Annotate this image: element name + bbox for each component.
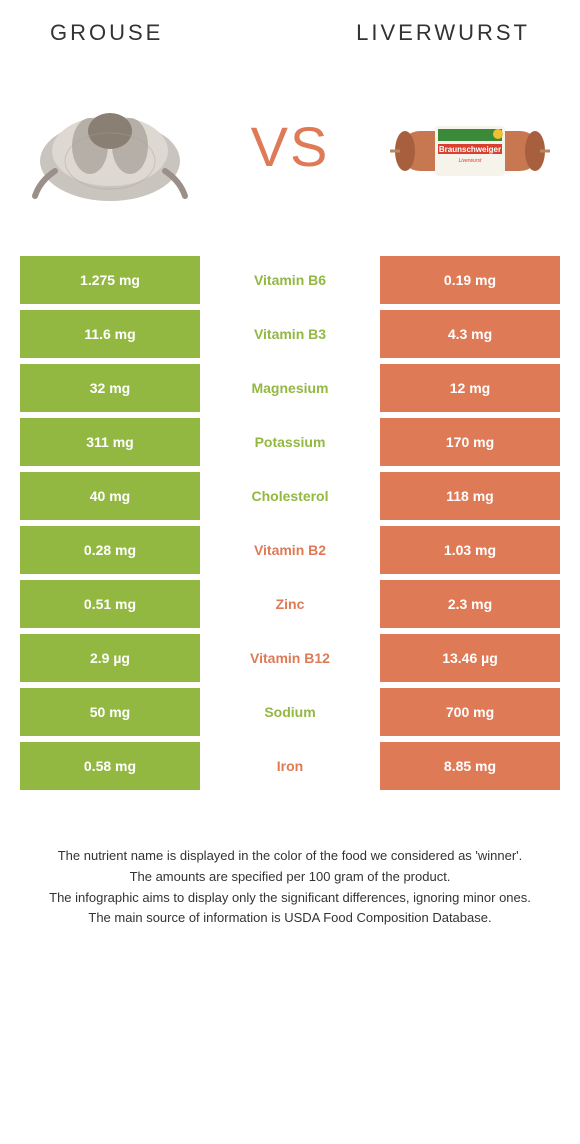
liverwurst-image: Braunschweiger Liverwurst bbox=[380, 76, 560, 216]
value-left: 40 mg bbox=[20, 472, 200, 520]
food-title-left: GROUSE bbox=[50, 20, 163, 46]
nutrient-name: Potassium bbox=[200, 418, 380, 466]
value-right: 700 mg bbox=[380, 688, 560, 736]
nutrient-name: Cholesterol bbox=[200, 472, 380, 520]
value-right: 12 mg bbox=[380, 364, 560, 412]
value-right: 118 mg bbox=[380, 472, 560, 520]
value-right: 0.19 mg bbox=[380, 256, 560, 304]
svg-text:Braunschweiger: Braunschweiger bbox=[439, 145, 501, 154]
nutrient-row: 0.28 mgVitamin B21.03 mg bbox=[20, 526, 560, 574]
value-right: 1.03 mg bbox=[380, 526, 560, 574]
nutrient-row: 32 mgMagnesium12 mg bbox=[20, 364, 560, 412]
nutrient-name: Vitamin B2 bbox=[200, 526, 380, 574]
footnote-line: The nutrient name is displayed in the co… bbox=[30, 846, 550, 867]
value-left: 0.58 mg bbox=[20, 742, 200, 790]
svg-text:Liverwurst: Liverwurst bbox=[459, 158, 482, 164]
vs-label: VS bbox=[251, 114, 330, 179]
value-left: 0.28 mg bbox=[20, 526, 200, 574]
value-left: 2.9 µg bbox=[20, 634, 200, 682]
value-left: 1.275 mg bbox=[20, 256, 200, 304]
value-left: 32 mg bbox=[20, 364, 200, 412]
value-left: 311 mg bbox=[20, 418, 200, 466]
footnote-line: The infographic aims to display only the… bbox=[30, 888, 550, 909]
value-right: 2.3 mg bbox=[380, 580, 560, 628]
value-right: 170 mg bbox=[380, 418, 560, 466]
value-right: 8.85 mg bbox=[380, 742, 560, 790]
grouse-icon bbox=[20, 76, 200, 216]
value-right: 4.3 mg bbox=[380, 310, 560, 358]
nutrient-name: Magnesium bbox=[200, 364, 380, 412]
nutrient-row: 11.6 mgVitamin B34.3 mg bbox=[20, 310, 560, 358]
liverwurst-icon: Braunschweiger Liverwurst bbox=[380, 76, 560, 216]
footnote-line: The amounts are specified per 100 gram o… bbox=[30, 867, 550, 888]
nutrient-name: Vitamin B6 bbox=[200, 256, 380, 304]
value-right: 13.46 µg bbox=[380, 634, 560, 682]
footnotes: The nutrient name is displayed in the co… bbox=[0, 796, 580, 949]
food-title-right: LIVERWURST bbox=[356, 20, 530, 46]
nutrient-row: 50 mgSodium700 mg bbox=[20, 688, 560, 736]
nutrient-row: 1.275 mgVitamin B60.19 mg bbox=[20, 256, 560, 304]
value-left: 11.6 mg bbox=[20, 310, 200, 358]
footnote-line: The main source of information is USDA F… bbox=[30, 908, 550, 929]
nutrient-name: Iron bbox=[200, 742, 380, 790]
nutrient-name: Zinc bbox=[200, 580, 380, 628]
nutrient-row: 311 mgPotassium170 mg bbox=[20, 418, 560, 466]
header-row: GROUSE LIVERWURST bbox=[0, 0, 580, 56]
value-left: 0.51 mg bbox=[20, 580, 200, 628]
nutrient-row: 40 mgCholesterol118 mg bbox=[20, 472, 560, 520]
nutrient-name: Vitamin B3 bbox=[200, 310, 380, 358]
nutrient-name: Sodium bbox=[200, 688, 380, 736]
nutrient-name: Vitamin B12 bbox=[200, 634, 380, 682]
grouse-image bbox=[20, 76, 200, 216]
nutrient-table: 1.275 mgVitamin B60.19 mg11.6 mgVitamin … bbox=[0, 256, 580, 790]
value-left: 50 mg bbox=[20, 688, 200, 736]
nutrient-row: 2.9 µgVitamin B1213.46 µg bbox=[20, 634, 560, 682]
nutrient-row: 0.58 mgIron8.85 mg bbox=[20, 742, 560, 790]
nutrient-row: 0.51 mgZinc2.3 mg bbox=[20, 580, 560, 628]
vs-row: VS Braunschweiger Liverwurst bbox=[0, 56, 580, 256]
